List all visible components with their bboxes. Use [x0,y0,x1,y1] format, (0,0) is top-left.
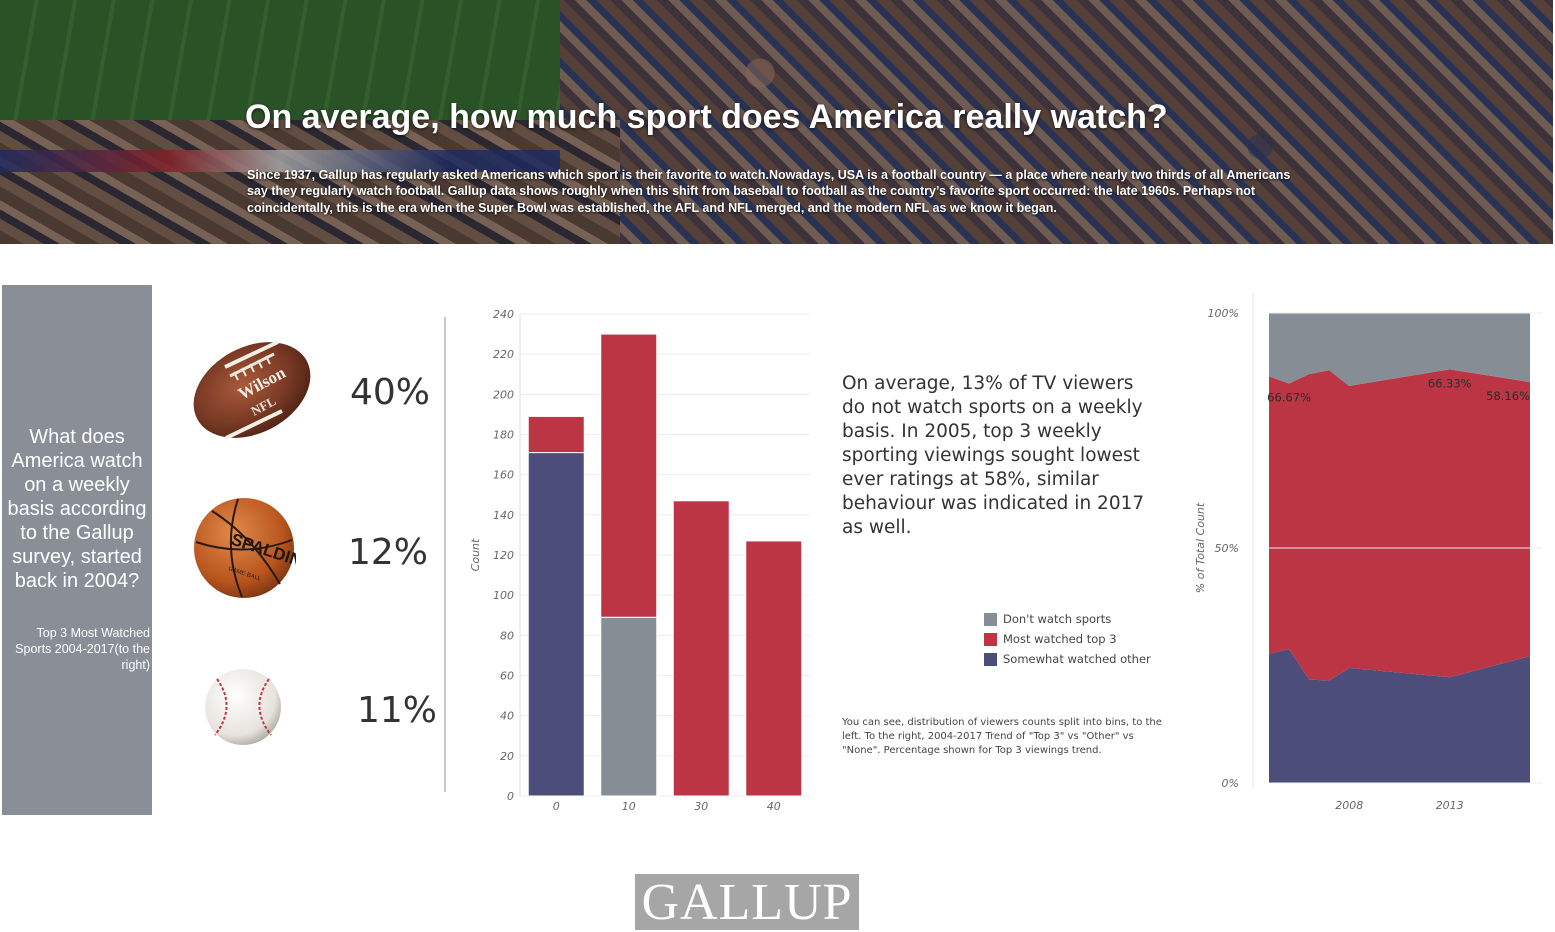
y-tick-label: 160 [493,469,514,482]
question-note: Top 3 Most Watched Sports 2004-2017(to t… [15,626,150,672]
y-tick-label: 0% [1222,777,1239,790]
football-icon: Wilson NFL [193,340,311,440]
y-tick-label: 80 [500,629,514,642]
hero-crowd-image [560,0,1553,244]
hero-advertising-board [0,150,560,172]
chart-legend: Don't watch sports Most watched top 3 So… [984,609,1151,669]
x-tick-label: 2013 [1436,799,1464,812]
legend-swatch-none [984,612,997,626]
legend-label-none: Don't watch sports [1003,612,1112,626]
area-series [1269,313,1530,386]
data-label: 66.67% [1267,391,1311,405]
legend-item-top3[interactable]: Most watched top 3 [984,629,1151,649]
y-tick-label: 240 [493,308,514,321]
data-label: 66.33% [1428,376,1472,390]
intro-text: Since 1937, Gallup has regularly asked A… [247,168,1291,215]
legend-item-other[interactable]: Somewhat watched other [984,649,1151,669]
y-axis-label: Count [469,538,482,571]
viewer-count-bar-chart: 0 20 40 60 80 100 120 140 160 180 200 220 240 Count 0 1… [469,308,810,813]
x-tick-label: 2008 [1335,799,1363,812]
logo-text: GALLUP [641,873,853,931]
bar-segment [672,500,730,797]
bar-segment [527,415,585,454]
x-tick-label: 30 [694,800,708,813]
x-tick-label: 40 [767,800,781,813]
baseball-icon [205,669,281,745]
legend-label-top3: Most watched top 3 [1003,632,1117,646]
football-percentage: 40% [350,372,431,413]
basketball-percentage: 12% [348,532,429,573]
y-tick-label: 120 [493,549,514,562]
y-tick-label: 40 [500,710,514,723]
y-tick-label: 100% [1208,307,1239,320]
hero-banner: On average, how much sport does America … [0,0,1553,244]
y-tick-label: 180 [493,429,514,442]
data-label: 58.16% [1486,389,1530,403]
question-panel: What does America watch on a weekly basi… [2,285,152,815]
y-tick-label: 60 [500,670,514,683]
legend-swatch-top3 [984,632,997,646]
y-tick-label: 200 [493,388,514,401]
legend-swatch-other [984,652,997,666]
basketball-icon: SPALDING GAME BALL [194,498,296,598]
y-tick-label: 100 [493,589,514,602]
trend-area-chart: 0% 50% 100% % of Total Count 2008 2013 66.67% 6… [1194,293,1542,812]
y-axis-label: % of Total Count [1194,502,1207,593]
baseball-percentage: 11% [357,690,438,731]
question-text: What does America watch on a weekly basi… [7,426,147,592]
divider [444,317,446,792]
y-tick-label: 220 [493,348,514,361]
bar-segment [745,540,803,797]
x-tick-label: 0 [553,800,560,813]
y-tick-label: 0 [507,790,514,803]
y-tick-label: 140 [493,509,514,522]
bar-segment [600,616,658,797]
legend-item-none[interactable]: Don't watch sports [984,609,1151,629]
gallup-logo: GALLUP [635,873,859,931]
hero-crowd-image-left [0,120,620,244]
legend-label-other: Somewhat watched other [1003,652,1151,666]
y-tick-label: 20 [500,750,514,763]
area-series [1269,369,1530,681]
bar-segment [600,333,658,618]
hero-shade [0,0,1553,244]
x-tick-label: 10 [622,800,636,813]
area-series [1269,649,1530,783]
bar-segment [527,452,585,797]
summary-text: On average, 13% of TV viewers do not wat… [842,373,1145,538]
y-tick-label: 50% [1215,542,1239,555]
page-title: On average, how much sport does America … [245,98,1168,136]
chart-note: You can see, distribution of viewers cou… [842,717,1162,756]
